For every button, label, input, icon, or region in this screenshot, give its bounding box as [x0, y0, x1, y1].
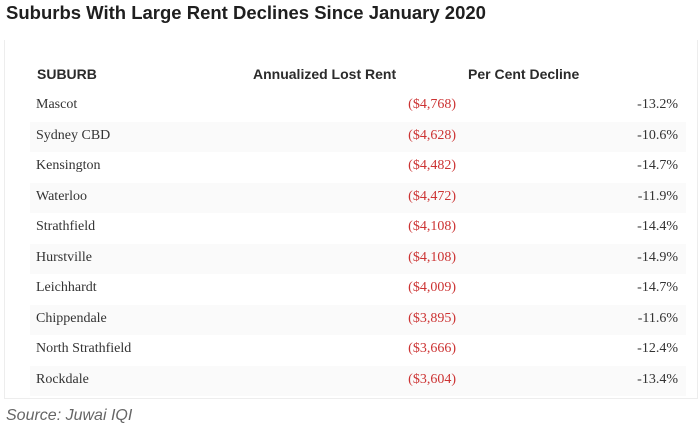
column-header-lost-rent: Annualized Lost Rent	[253, 66, 397, 82]
table-row: Mascot ($4,768) -13.2%	[30, 91, 686, 121]
suburb-cell: Strathfield	[36, 219, 96, 234]
lost-rent-cell: ($4,009)	[408, 280, 456, 295]
lost-rent-cell: ($4,108)	[408, 249, 456, 265]
decline-cell: -13.2%	[637, 97, 678, 112]
decline-cell: -12.4%	[637, 341, 678, 356]
column-header-suburb: SUBURB	[37, 66, 97, 82]
lost-rent-cell: ($4,108)	[408, 219, 456, 234]
table-row: Chippendale ($3,895) -11.6%	[30, 304, 686, 335]
lost-rent-cell: ($3,895)	[408, 310, 456, 326]
table-row: Strathfield ($4,108) -14.4%	[30, 213, 686, 243]
column-header-decline: Per Cent Decline	[468, 66, 580, 82]
decline-cell: -14.7%	[637, 158, 678, 173]
table-row: Kensington ($4,482) -14.7%	[30, 152, 686, 182]
table-row: Hurstville ($4,108) -14.9%	[30, 243, 686, 274]
suburb-cell: Waterloo	[36, 188, 87, 204]
table-row: Waterloo ($4,472) -11.9%	[30, 182, 686, 213]
lost-rent-cell: ($3,666)	[408, 341, 456, 356]
table-card	[4, 40, 698, 399]
decline-cell: -14.4%	[637, 219, 678, 234]
decline-cell: -14.9%	[637, 249, 678, 265]
lost-rent-cell: ($4,472)	[408, 188, 456, 204]
decline-cell: -11.9%	[637, 188, 678, 204]
suburb-cell: North Strathfield	[36, 341, 132, 356]
table-row: North Strathfield ($3,666) -12.4%	[30, 335, 686, 365]
suburb-cell: Hurstville	[36, 249, 92, 265]
decline-cell: -11.6%	[637, 310, 678, 326]
suburb-cell: Sydney CBD	[36, 127, 111, 143]
suburb-cell: Chippendale	[36, 310, 107, 326]
decline-cell: -10.6%	[637, 127, 678, 143]
table-row: Leichhardt ($4,009) -14.7%	[30, 274, 686, 304]
decline-cell: -13.4%	[637, 371, 678, 387]
chart-title: Suburbs With Large Rent Declines Since J…	[6, 2, 486, 23]
suburb-cell: Mascot	[36, 97, 78, 112]
suburb-cell: Rockdale	[36, 371, 89, 387]
lost-rent-cell: ($4,482)	[408, 158, 456, 173]
table-row: Rockdale ($3,604) -13.4%	[30, 365, 686, 396]
lost-rent-cell: ($3,604)	[408, 371, 456, 387]
suburb-cell: Kensington	[36, 158, 101, 173]
source-note: Source: Juwai IQI	[6, 407, 133, 424]
decline-cell: -14.7%	[637, 280, 678, 295]
lost-rent-cell: ($4,628)	[408, 127, 456, 143]
lost-rent-cell: ($4,768)	[408, 97, 456, 112]
suburb-cell: Leichhardt	[36, 280, 97, 295]
table-row: Sydney CBD ($4,628) -10.6%	[30, 121, 686, 152]
